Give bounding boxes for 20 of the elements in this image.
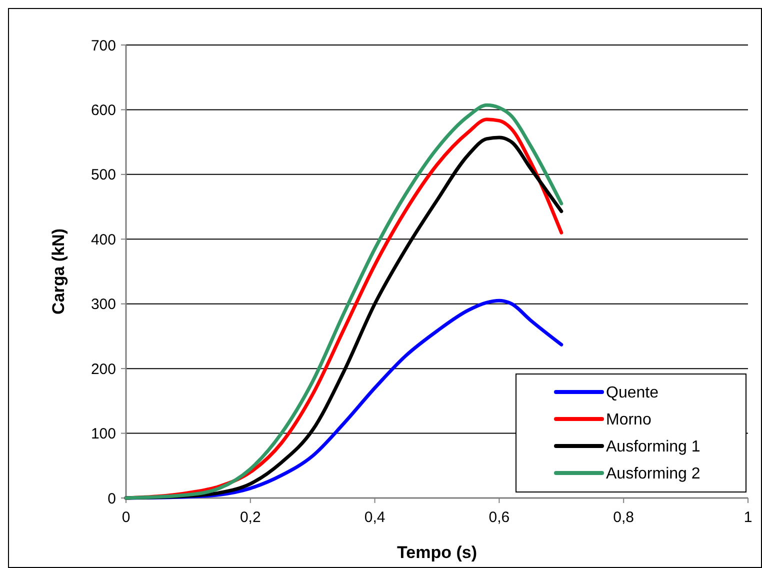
y-tick-label: 100	[90, 426, 116, 443]
x-tick-label: 0,2	[240, 509, 261, 526]
x-tick-label: 1	[744, 509, 752, 526]
x-tick-label: 0	[122, 509, 130, 526]
y-axis-title: Carga (kN)	[49, 228, 68, 314]
y-tick-label: 200	[90, 360, 116, 378]
x-axis-title: Tempo (s)	[397, 543, 477, 562]
x-tick-label: 0,6	[488, 509, 510, 526]
y-tick-label: 600	[90, 102, 116, 119]
legend-label: Ausforming 1	[606, 438, 700, 456]
y-tick-label: 0	[108, 490, 116, 508]
legend-label: Quente	[606, 384, 659, 402]
y-tick-label: 400	[90, 231, 116, 248]
legend-label: Morno	[606, 412, 652, 429]
y-tick-label: 700	[90, 37, 116, 54]
y-tick-label: 500	[90, 166, 116, 184]
legend-label: Ausforming 2	[606, 466, 700, 483]
y-tick-label: 300	[90, 296, 116, 314]
x-tick-label: 0,8	[613, 509, 634, 526]
x-tick-label: 0,4	[364, 509, 386, 526]
